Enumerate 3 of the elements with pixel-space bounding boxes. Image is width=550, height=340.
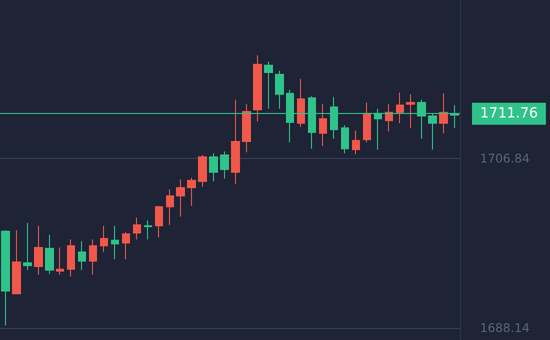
ref-line-label: 1711.76 xyxy=(480,106,538,122)
y-tick-label: 1706.84 xyxy=(480,151,530,166)
y-tick-label: 1688.14 xyxy=(480,320,530,335)
